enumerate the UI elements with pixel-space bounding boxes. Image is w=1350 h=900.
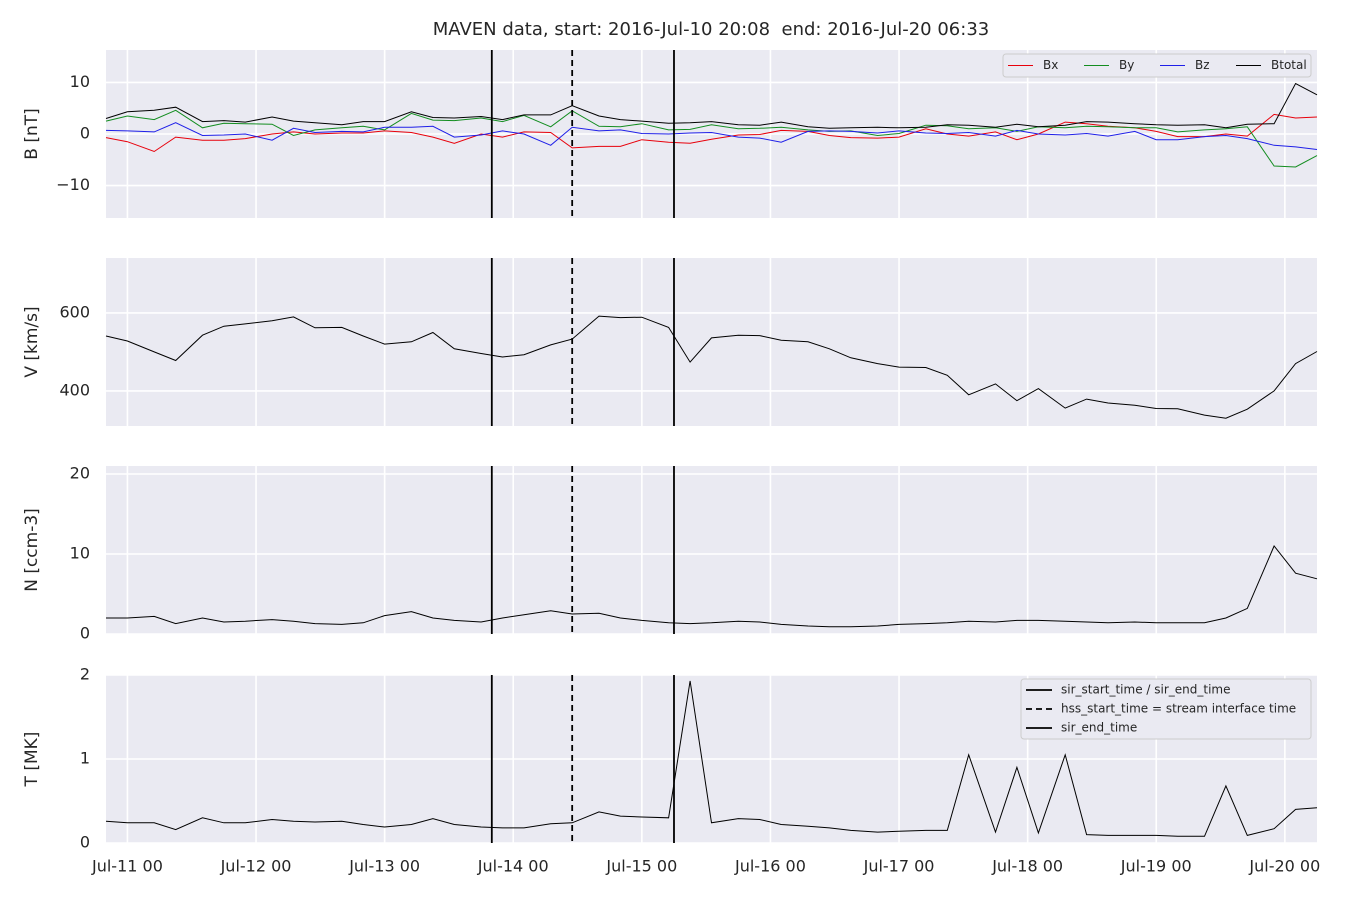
x-tick-label: Jul-14 00 [477, 857, 549, 876]
legend-label: Bz [1195, 58, 1210, 72]
x-tick-label: Jul-15 00 [605, 857, 677, 876]
legend-label: By [1119, 58, 1134, 72]
y-tick-label: 10 [70, 72, 90, 91]
legend-label: Bx [1043, 58, 1058, 72]
legend-box [1002, 53, 1312, 78]
y-tick-label: 0 [80, 624, 90, 643]
data-line [105, 315, 1318, 419]
y-axis-label: V [km/s] [22, 306, 42, 377]
x-tick-label: Jul-20 00 [1248, 857, 1320, 876]
x-tick-label: Jul-17 00 [863, 857, 935, 876]
y-tick-label: 20 [70, 464, 90, 483]
y-tick-label: 0 [80, 833, 90, 852]
data-line [105, 109, 1318, 168]
legend-label: hss_start_time = stream interface time [1061, 702, 1296, 716]
x-tick-label: Jul-18 00 [991, 857, 1063, 876]
y-tick-label: 400 [59, 380, 90, 399]
legend-box [1020, 678, 1312, 740]
x-tick-label: Jul-11 00 [91, 857, 163, 876]
y-tick-label: 1 [80, 749, 90, 768]
y-tick-label: −10 [56, 175, 90, 194]
chart-title: MAVEN data, start: 2016-Jul-10 20:08 end… [433, 19, 989, 40]
x-tick-label: Jul-16 00 [734, 857, 806, 876]
plot-area [106, 466, 1317, 634]
x-tick-label: Jul-13 00 [348, 857, 420, 876]
legend-label: sir_start_time / sir_end_time [1061, 683, 1231, 697]
y-tick-label: 600 [59, 302, 90, 321]
plot-area [106, 258, 1317, 426]
data-line [105, 122, 1318, 150]
data-line [105, 82, 1318, 129]
y-axis-label: T [MK] [22, 732, 42, 788]
y-tick-label: 0 [80, 124, 90, 143]
legend-label: Btotal [1271, 58, 1307, 72]
y-tick-label: 2 [80, 665, 90, 684]
data-line [105, 680, 1318, 837]
legend-label: sir_end_time [1061, 721, 1137, 735]
data-line [106, 545, 1318, 628]
x-tick-label: Jul-19 00 [1120, 857, 1192, 876]
y-axis-label: N [ccm-3] [22, 508, 42, 592]
y-axis-label: B [nT] [22, 108, 42, 160]
y-tick-label: 10 [70, 544, 90, 563]
x-tick-label: Jul-12 00 [220, 857, 292, 876]
